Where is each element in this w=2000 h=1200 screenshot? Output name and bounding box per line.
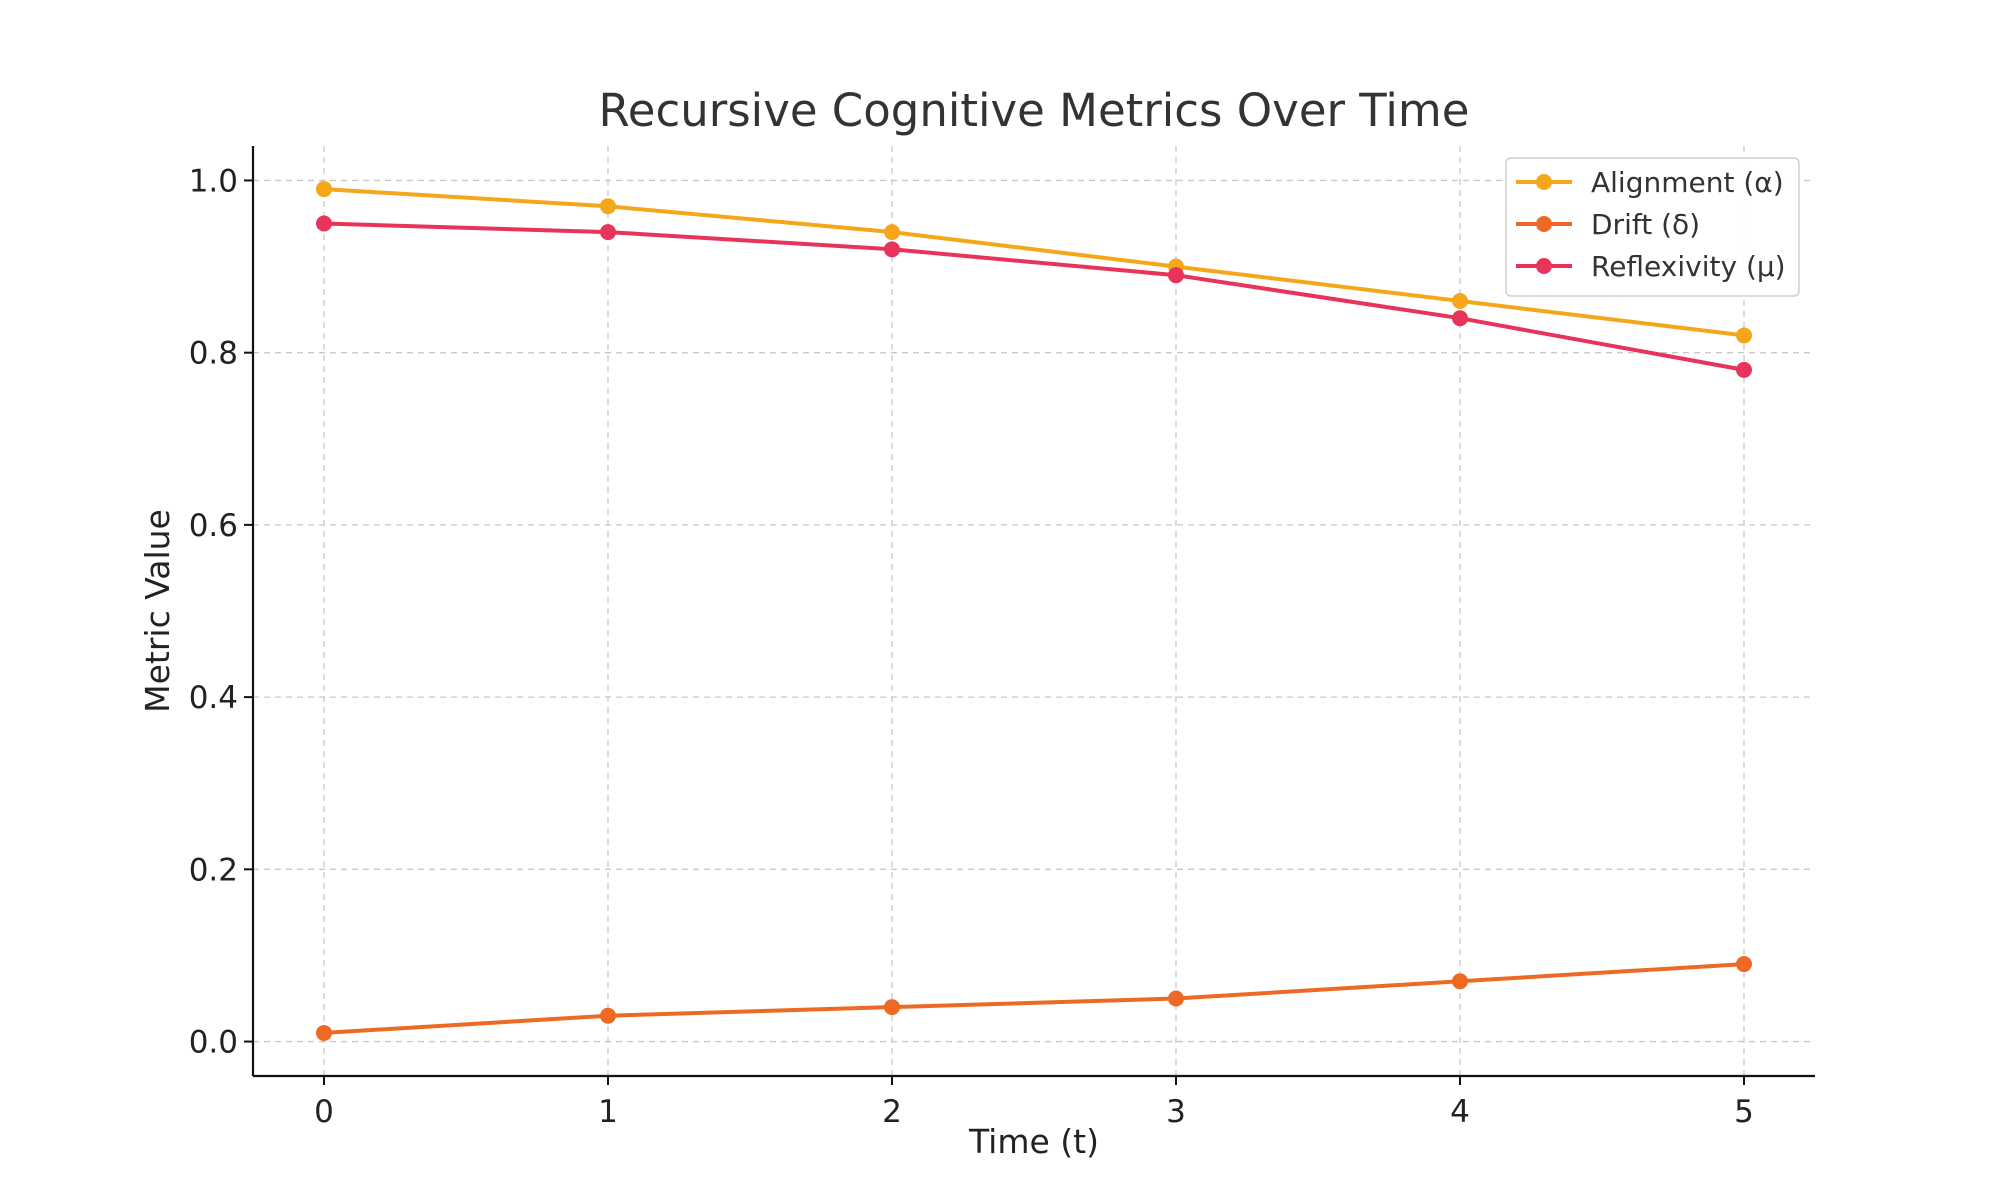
legend-swatch-marker-2 [1536,258,1552,274]
y-tick-label-0: 0.0 [189,1025,238,1061]
series-1 [316,956,1752,1041]
data-point-2-2 [884,241,900,258]
x-tick-label-4: 4 [1450,1094,1470,1130]
data-point-0-0 [316,181,332,198]
legend-item-2: Reflexivity (μ) [1516,250,1786,283]
data-point-2-1 [600,224,616,241]
x-tick-label-5: 5 [1734,1094,1754,1130]
data-point-2-4 [1452,310,1468,327]
data-point-1-0 [316,1024,332,1041]
series-2 [316,215,1752,378]
data-point-2-3 [1168,267,1184,284]
x-axis-label: Time (t) [968,1122,1099,1161]
data-point-0-5 [1736,327,1752,344]
legend-label-1: Drift (δ) [1591,208,1700,241]
x-tick-label-3: 3 [1166,1094,1186,1130]
y-axis-label: Metric Value [138,509,177,713]
x-tick-label-2: 2 [882,1094,902,1130]
data-point-1-5 [1736,956,1752,973]
legend-label-0: Alignment (α) [1591,166,1784,199]
x-tick-label-0: 0 [314,1094,334,1130]
data-point-2-5 [1736,361,1752,378]
data-point-0-1 [600,198,616,215]
legend-swatch-marker-1 [1536,216,1552,232]
series-line-0 [322,187,1746,338]
series-line-2 [322,221,1746,372]
data-point-0-4 [1452,293,1468,309]
chart-title: Recursive Cognitive Metrics Over Time [599,84,1470,137]
x-tick-label-1: 1 [598,1094,618,1130]
legend: Alignment (α) Drift (δ) Reflexivity (μ) [1505,157,1800,297]
plot-area [316,181,1752,1041]
legend-item-0: Alignment (α) [1516,166,1784,199]
series-line-1 [322,962,1746,1035]
data-point-0-2 [884,224,900,241]
data-point-1-2 [884,999,900,1016]
y-tick-label-4: 0.8 [189,336,238,372]
data-point-2-0 [316,215,332,232]
y-tick-label-3: 0.6 [189,508,238,544]
y-tick-label-2: 0.4 [189,680,238,716]
y-tick-label-5: 1.0 [189,163,238,199]
axes: 0 1 2 3 4 5 0.0 0.2 0.4 0.6 0.8 1.0 [189,146,1815,1130]
y-tick-label-1: 0.2 [189,852,238,888]
data-point-1-1 [600,1007,616,1024]
legend-swatch-marker-0 [1536,174,1552,190]
data-point-1-3 [1168,990,1184,1007]
legend-label-2: Reflexivity (μ) [1591,250,1786,283]
legend-item-1: Drift (δ) [1516,208,1700,241]
data-point-1-4 [1452,973,1468,990]
legend-box [1505,157,1800,297]
